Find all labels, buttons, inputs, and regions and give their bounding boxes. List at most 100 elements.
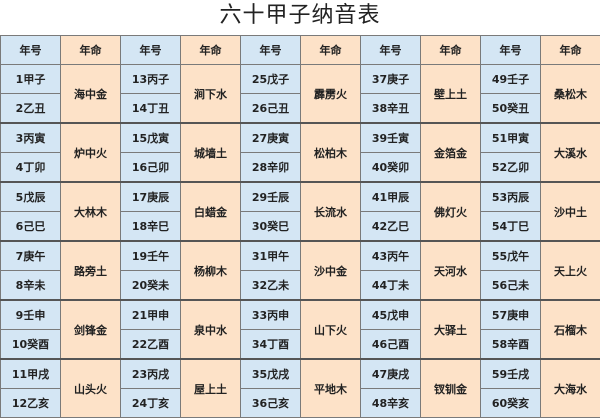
year-cell: 22乙酉: [121, 330, 181, 360]
year-cell: 23丙戌: [121, 359, 181, 389]
year-cell: 60癸亥: [481, 389, 541, 418]
nayin-cell: 大林木: [61, 182, 121, 241]
nayin-cell: 霹雳火: [301, 65, 361, 124]
nayin-cell: 屋上土: [181, 359, 241, 418]
year-cell: 54丁巳: [481, 212, 541, 242]
header-nayin: 年命: [301, 36, 361, 65]
nayin-cell: 沙中金: [301, 241, 361, 300]
header-nayin: 年命: [181, 36, 241, 65]
year-cell: 19壬午: [121, 241, 181, 271]
year-cell: 10癸酉: [1, 330, 61, 360]
year-cell: 53丙辰: [481, 182, 541, 212]
year-cell: 15戊寅: [121, 123, 181, 153]
year-cell: 16己卯: [121, 153, 181, 183]
year-cell: 59壬戌: [481, 359, 541, 389]
nayin-cell: 城墙土: [181, 123, 241, 182]
year-cell: 33丙申: [241, 300, 301, 330]
year-cell: 32乙未: [241, 271, 301, 301]
year-cell: 17庚辰: [121, 182, 181, 212]
year-cell: 50癸丑: [481, 94, 541, 124]
year-cell: 35戊戌: [241, 359, 301, 389]
nayin-cell: 大海水: [541, 359, 600, 418]
year-cell: 34丁酉: [241, 330, 301, 360]
year-cell: 46己酉: [361, 330, 421, 360]
year-cell: 14丁丑: [121, 94, 181, 124]
year-cell: 28辛卯: [241, 153, 301, 183]
nayin-cell: 钗钏金: [421, 359, 481, 418]
header-year: 年号: [481, 36, 541, 65]
year-cell: 3丙寅: [1, 123, 61, 153]
year-cell: 29壬辰: [241, 182, 301, 212]
year-cell: 44丁未: [361, 271, 421, 301]
nayin-cell: 石榴木: [541, 300, 600, 359]
year-cell: 38辛丑: [361, 94, 421, 124]
year-cell: 42乙巳: [361, 212, 421, 242]
nayin-cell: 佛灯火: [421, 182, 481, 241]
year-cell: 31甲午: [241, 241, 301, 271]
nayin-cell: 山头火: [61, 359, 121, 418]
year-cell: 24丁亥: [121, 389, 181, 418]
year-cell: 41甲辰: [361, 182, 421, 212]
nayin-cell: 路旁土: [61, 241, 121, 300]
year-cell: 12乙亥: [1, 389, 61, 418]
year-cell: 48辛亥: [361, 389, 421, 418]
year-cell: 7庚午: [1, 241, 61, 271]
nayin-cell: 泉中水: [181, 300, 241, 359]
year-cell: 55戊午: [481, 241, 541, 271]
header-year: 年号: [361, 36, 421, 65]
year-cell: 2乙丑: [1, 94, 61, 124]
year-cell: 13丙子: [121, 65, 181, 94]
header-year: 年号: [121, 36, 181, 65]
year-cell: 6己巳: [1, 212, 61, 242]
nayin-cell: 天河水: [421, 241, 481, 300]
page-title: 六十甲子纳音表: [0, 0, 600, 34]
year-cell: 8辛未: [1, 271, 61, 301]
nayin-cell: 剑锋金: [61, 300, 121, 359]
header-nayin: 年命: [541, 36, 600, 65]
nayin-cell: 大驿土: [421, 300, 481, 359]
year-cell: 49壬子: [481, 65, 541, 94]
nayin-cell: 长流水: [301, 182, 361, 241]
year-cell: 1甲子: [1, 65, 61, 94]
nayin-cell: 白蜡金: [181, 182, 241, 241]
year-cell: 56己未: [481, 271, 541, 301]
year-cell: 18辛巳: [121, 212, 181, 242]
year-cell: 4丁卯: [1, 153, 61, 183]
year-cell: 9壬申: [1, 300, 61, 330]
nayin-cell: 海中金: [61, 65, 121, 124]
nayin-cell: 金箔金: [421, 123, 481, 182]
year-cell: 57庚申: [481, 300, 541, 330]
nayin-cell: 桑松木: [541, 65, 600, 124]
nayin-cell: 天上火: [541, 241, 600, 300]
nayin-cell: 山下火: [301, 300, 361, 359]
nayin-cell: 平地木: [301, 359, 361, 418]
year-cell: 5戊辰: [1, 182, 61, 212]
header-nayin: 年命: [61, 36, 121, 65]
header-row: 年号年命年号年命年号年命年号年命年号年命: [1, 36, 600, 65]
year-cell: 40癸卯: [361, 153, 421, 183]
year-cell: 45戊申: [361, 300, 421, 330]
header-year: 年号: [241, 36, 301, 65]
year-cell: 47庚戌: [361, 359, 421, 389]
year-cell: 39壬寅: [361, 123, 421, 153]
year-cell: 52乙卯: [481, 153, 541, 183]
year-cell: 36己亥: [241, 389, 301, 418]
header-year: 年号: [1, 36, 61, 65]
header-nayin: 年命: [421, 36, 481, 65]
year-cell: 20癸未: [121, 271, 181, 301]
year-cell: 21甲申: [121, 300, 181, 330]
year-cell: 51甲寅: [481, 123, 541, 153]
nayin-cell: 炉中火: [61, 123, 121, 182]
year-cell: 37庚子: [361, 65, 421, 94]
nayin-cell: 壁上土: [421, 65, 481, 124]
year-cell: 27庚寅: [241, 123, 301, 153]
year-cell: 11甲戌: [1, 359, 61, 389]
year-cell: 25戊子: [241, 65, 301, 94]
